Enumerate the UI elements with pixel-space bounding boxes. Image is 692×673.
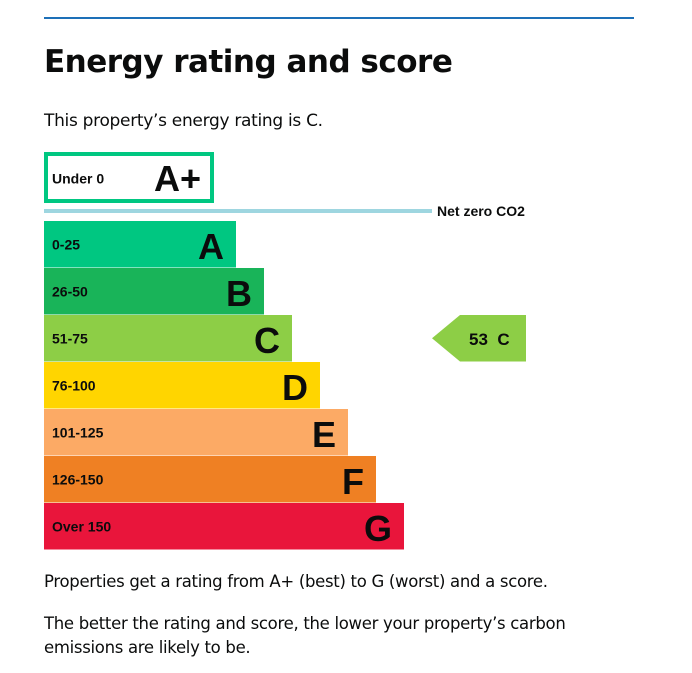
energy-rating-chart: Under 0 A+ 0-25 A 26-50 B 51-75 C 76-100 D 101-125… [44, 152, 526, 550]
band-e-bar [44, 409, 348, 456]
current-rating-label: 53 C [469, 330, 510, 349]
emissions-explanation: The better the rating and score, the low… [44, 614, 566, 657]
band-g-range: Over 150 [52, 518, 111, 534]
band-e-range: 101-125 [52, 424, 104, 440]
net-zero-label: Net zero CO2 [437, 203, 525, 219]
band-b-letter: B [226, 273, 252, 314]
band-a-plus-range: Under 0 [52, 171, 104, 187]
top-rule [44, 17, 634, 19]
band-c-letter: C [254, 320, 280, 361]
band-c-range: 51-75 [52, 330, 88, 346]
band-a-range: 0-25 [52, 236, 80, 252]
band-g-bar [44, 503, 404, 550]
band-a-plus-letter: A+ [154, 158, 201, 199]
band-f-letter: F [342, 461, 364, 502]
band-a-plus-box [44, 152, 214, 203]
band-d-range: 76-100 [52, 377, 96, 393]
net-zero-line [44, 209, 432, 213]
band-f-bar [44, 456, 376, 503]
band-f-range: 126-150 [52, 471, 104, 487]
band-b-bar [44, 268, 264, 315]
band-d-letter: D [282, 367, 308, 408]
band-a-bar [44, 221, 236, 268]
band-g-letter: G [364, 508, 392, 549]
band-a-letter: A [198, 226, 224, 267]
band-b-range: 26-50 [52, 283, 88, 299]
band-e-letter: E [312, 414, 336, 455]
intro-text: This property’s energy rating is C. [44, 111, 323, 131]
band-d-bar [44, 362, 320, 409]
page-title: Energy rating and score [44, 44, 453, 80]
rating-explanation: Properties get a rating from A+ (best) t… [44, 572, 548, 591]
band-c-bar [44, 315, 292, 362]
current-rating-arrow [432, 315, 526, 362]
